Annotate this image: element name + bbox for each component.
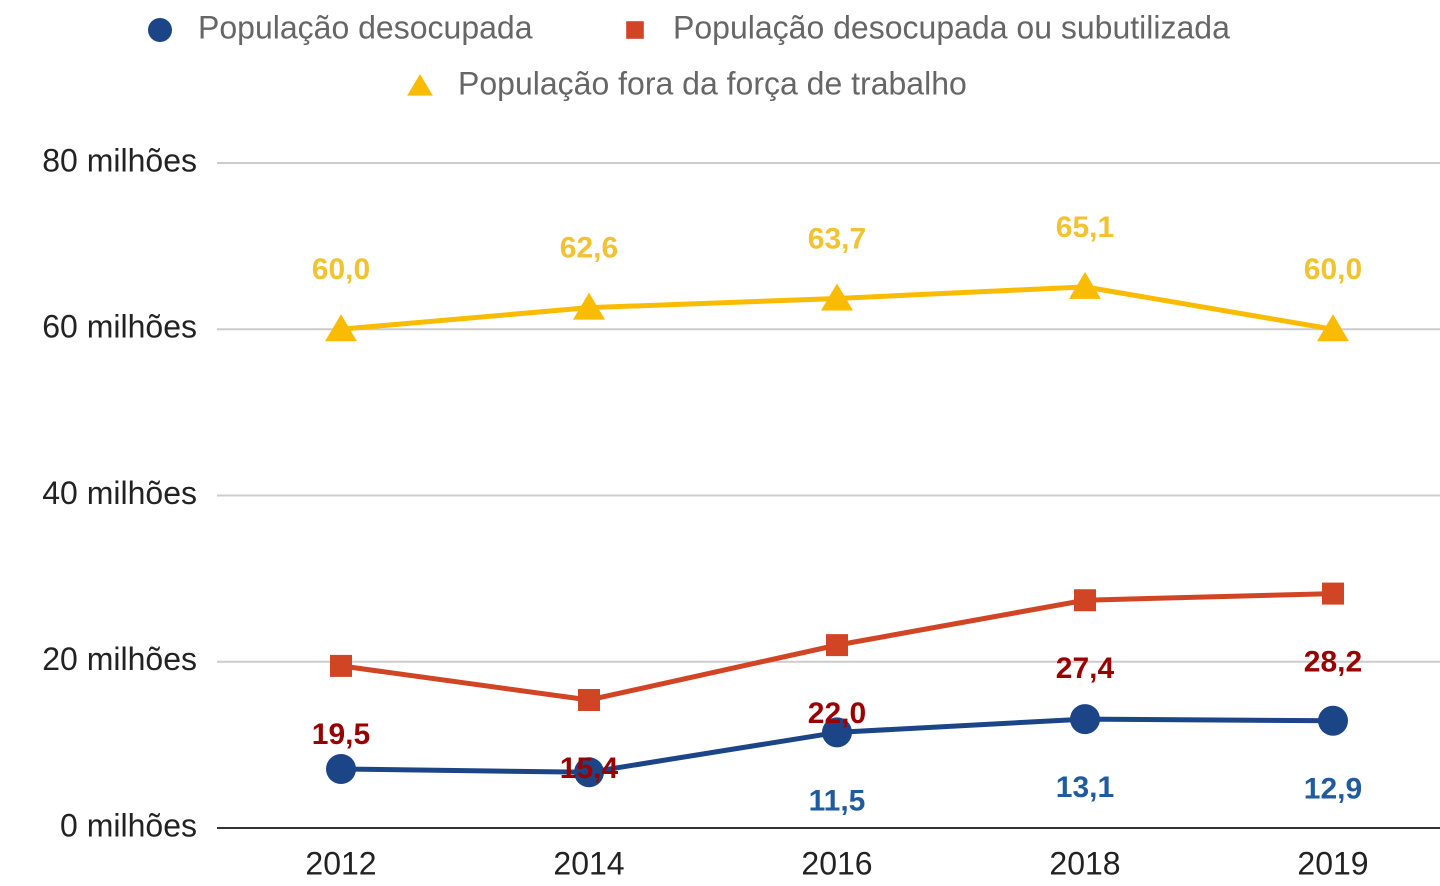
data-point [1070,704,1100,735]
data-label: 65,1 [1056,211,1114,244]
data-point [1322,582,1344,605]
y-tick-label: 60 milhões [42,309,197,345]
data-label: 15,4 [560,752,619,785]
y-tick-label: 0 milhões [60,807,197,843]
x-tick-label: 2012 [305,845,376,881]
data-label: 22,0 [808,697,866,730]
x-tick-label: 2018 [1049,845,1120,881]
data-label: 12,9 [1304,773,1362,806]
data-label: 62,6 [560,232,618,265]
data-point [1074,589,1096,612]
data-point [326,753,356,784]
data-point [1318,705,1348,736]
data-label: 28,2 [1304,646,1362,679]
data-label: 63,7 [808,222,866,255]
y-tick-label: 80 milhões [42,142,197,178]
data-point [1317,314,1349,342]
x-tick-label: 2019 [1297,845,1368,881]
data-label: 11,5 [809,784,866,817]
legend-marker [626,21,644,39]
y-tick-label: 40 milhões [42,475,197,511]
data-point [325,314,357,342]
data-point [1069,271,1101,299]
y-tick-label: 20 milhões [42,641,197,677]
data-label: 27,4 [1056,652,1115,685]
x-tick-label: 2014 [553,845,624,881]
data-point [574,757,604,788]
data-point [821,283,853,311]
data-point [822,717,852,748]
data-label: 13,1 [1056,771,1114,804]
data-point [826,634,848,657]
x-tick-label: 2016 [801,845,872,881]
legend-label: População desocupada ou subutilizada [673,9,1230,45]
data-label: 60,0 [312,253,370,286]
legend-label: População desocupada [198,9,533,45]
data-point [330,654,352,677]
data-label: 19,5 [312,718,370,751]
data-point [573,292,605,320]
data-label: 60,0 [1304,253,1362,286]
legend-marker [407,74,433,96]
data-point [578,688,600,711]
legend-marker [148,18,172,42]
legend-label: População fora da força de trabalho [458,65,967,101]
